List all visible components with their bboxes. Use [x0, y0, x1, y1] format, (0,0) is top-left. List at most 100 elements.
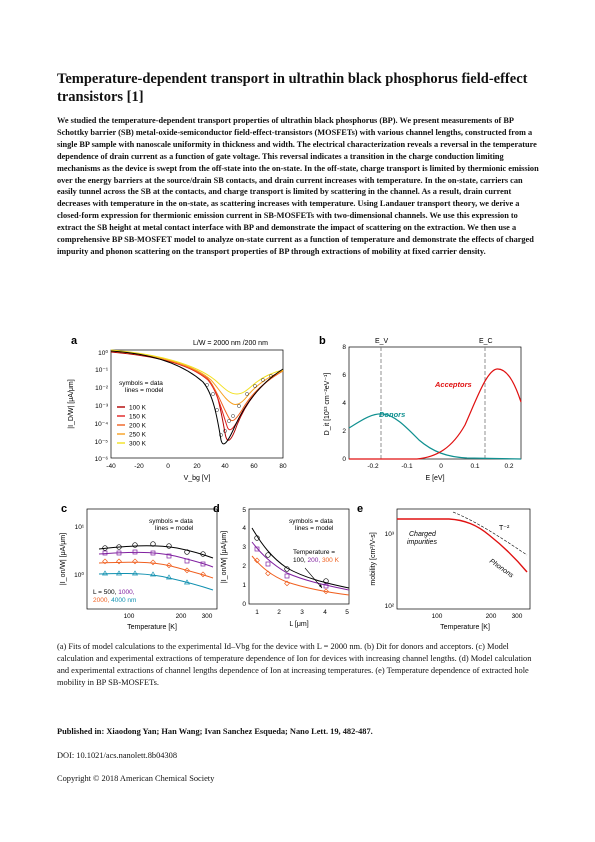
c-line-500 [98, 545, 214, 559]
svg-text:-40: -40 [106, 463, 116, 470]
panel-a-note1: symbols = data [119, 380, 163, 387]
svg-text:10⁻²: 10⁻² [95, 385, 109, 392]
panel-a-header: L/W = 2000 nm /200 nm [193, 340, 268, 347]
panel-d-thead: Temperature = [293, 549, 335, 556]
panel-b-ev: E_V [375, 338, 389, 345]
panel-e: e Charged impurities Phonons T⁻² 10³ 10²… [357, 503, 531, 631]
figure-caption: (a) Fits of model calculations to the ex… [57, 642, 532, 687]
panel-d-letter: d [213, 503, 220, 515]
svg-text:200: 200 [486, 613, 497, 620]
panel-a-xticks: -40 -20 0 20 40 60 80 [106, 463, 287, 470]
paper-title: Temperature-dependent transport in ultra… [57, 71, 528, 105]
svg-text:40: 40 [221, 463, 229, 470]
c-sym-500 [102, 541, 206, 557]
svg-text:0: 0 [166, 463, 170, 470]
svg-text:3: 3 [242, 544, 246, 551]
panel-c: c symbols = data lines = model L = 500, … [60, 503, 218, 631]
svg-text:0: 0 [242, 601, 246, 608]
svg-text:6: 6 [342, 372, 346, 379]
svg-text:-0.1: -0.1 [401, 463, 413, 470]
panel-a-letter: a [71, 335, 78, 347]
curve-model [110, 350, 284, 445]
panel-e-letter: e [357, 503, 363, 515]
c-sym-4000 [101, 570, 191, 585]
svg-text:0.2: 0.2 [504, 463, 513, 470]
c-sym-1000 [102, 549, 206, 567]
legend-100k: 100 K [129, 405, 147, 412]
svg-text:-20: -20 [134, 463, 144, 470]
svg-text:10⁻³: 10⁻³ [95, 403, 109, 410]
svg-text:100: 100 [432, 613, 443, 620]
panel-a-symbols [205, 374, 273, 437]
panel-e-phonons: Phonons [488, 558, 515, 580]
figure: a L/W = 2000 nm /200 nm symbols = data l… [60, 335, 531, 631]
panel-d: d symbols = data lines = model Temperatu… [213, 503, 350, 628]
panel-a-axes [110, 349, 284, 459]
curve-300k [110, 349, 284, 395]
d-sym-100 [254, 535, 329, 584]
panel-d-yticks: 0 1 2 3 4 5 [242, 507, 246, 608]
svg-text:1: 1 [255, 609, 259, 616]
svg-text:2: 2 [342, 428, 346, 435]
panel-a-ylabel: |I_D/W| [μA/μm] [68, 379, 75, 428]
svg-text:10²: 10² [385, 603, 395, 610]
d-sym-300 [254, 557, 329, 595]
legend-200k: 200 K [129, 423, 147, 430]
panel-e-ylabel: mobility [cm²/V-s] [370, 532, 377, 585]
panel-b: b E_V E_C Acceptors Donors 0 2 4 6 8 -0.… [319, 335, 522, 482]
panel-b-xlabel: E [eV] [425, 475, 444, 482]
svg-text:0: 0 [342, 456, 346, 463]
panel-a-curves [110, 349, 284, 445]
svg-text:10⁰: 10⁰ [98, 349, 108, 357]
svg-text:-0.2: -0.2 [367, 463, 379, 470]
panel-a-xlabel: V_bg [V] [184, 475, 211, 482]
svg-text:60: 60 [250, 463, 258, 470]
e-t2-line [452, 511, 528, 556]
panel-b-yticks: 0 2 4 6 8 [342, 344, 346, 463]
panel-e-axes [396, 508, 531, 610]
c-line-4000 [98, 572, 214, 591]
panel-c-legend: L = 500, 1000, 2000, 4000 nm [93, 589, 136, 604]
panel-a: a L/W = 2000 nm /200 nm symbols = data l… [68, 335, 287, 482]
panel-c-ylabel: |I_on/W| [μA/μm] [60, 533, 67, 585]
svg-text:10⁻⁴: 10⁻⁴ [95, 421, 109, 428]
svg-text:10³: 10³ [385, 531, 395, 538]
svg-text:200: 200 [176, 613, 187, 620]
svg-text:5: 5 [345, 609, 349, 616]
panel-d-note1: symbols = data [289, 518, 333, 525]
svg-text:0.1: 0.1 [470, 463, 479, 470]
panel-e-charged1: Charged [409, 531, 437, 538]
acceptor-curve [349, 368, 522, 460]
svg-text:100: 100 [124, 613, 135, 620]
svg-text:4: 4 [323, 609, 327, 616]
panel-c-note2: lines = model [155, 525, 194, 532]
svg-text:1: 1 [242, 582, 246, 589]
svg-text:10⁰: 10⁰ [74, 571, 84, 579]
svg-text:100, 200, 300 K: 100, 200, 300 K [293, 557, 340, 564]
panel-d-xticks: 1 2 3 4 5 [255, 609, 349, 616]
panel-b-ylabel: D_it [10¹³ cm⁻²eV⁻¹] [324, 373, 331, 436]
panel-b-ec: E_C [479, 338, 493, 345]
svg-text:300: 300 [202, 613, 213, 620]
c-line-1000 [98, 551, 214, 568]
panel-e-xticks: 100 200 300 [432, 613, 523, 620]
svg-text:5: 5 [242, 507, 246, 514]
svg-text:80: 80 [279, 463, 287, 470]
panel-d-axes [248, 508, 350, 605]
legend-250k: 250 K [129, 432, 147, 439]
svg-text:20: 20 [193, 463, 201, 470]
d-line-200 [251, 541, 350, 591]
panel-d-note2: lines = model [295, 525, 334, 532]
panel-b-letter: b [319, 335, 326, 347]
panel-e-charged2: impurities [407, 539, 437, 546]
panel-d-xlabel: L [μm] [289, 621, 308, 628]
panel-c-xlabel: Temperature [K] [127, 624, 177, 631]
svg-text:8: 8 [342, 344, 346, 351]
e-mobility-curve [397, 518, 528, 573]
svg-text:10¹: 10¹ [75, 524, 85, 531]
d-line-100 [251, 527, 350, 589]
svg-text:300: 300 [512, 613, 523, 620]
copyright: Copyright © 2018 American Chemical Socie… [57, 774, 215, 783]
published-in: Published in: Xiaodong Yan; Han Wang; Iv… [57, 727, 373, 736]
panel-c-letter: c [61, 503, 67, 515]
